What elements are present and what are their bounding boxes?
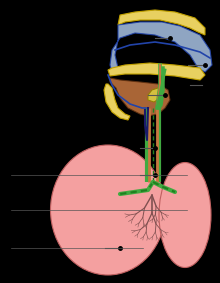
Polygon shape [110, 22, 212, 72]
Polygon shape [108, 63, 205, 80]
Polygon shape [148, 88, 162, 102]
Polygon shape [118, 10, 205, 35]
Polygon shape [110, 78, 170, 116]
Ellipse shape [159, 162, 211, 267]
Ellipse shape [51, 145, 165, 275]
Polygon shape [104, 84, 130, 120]
